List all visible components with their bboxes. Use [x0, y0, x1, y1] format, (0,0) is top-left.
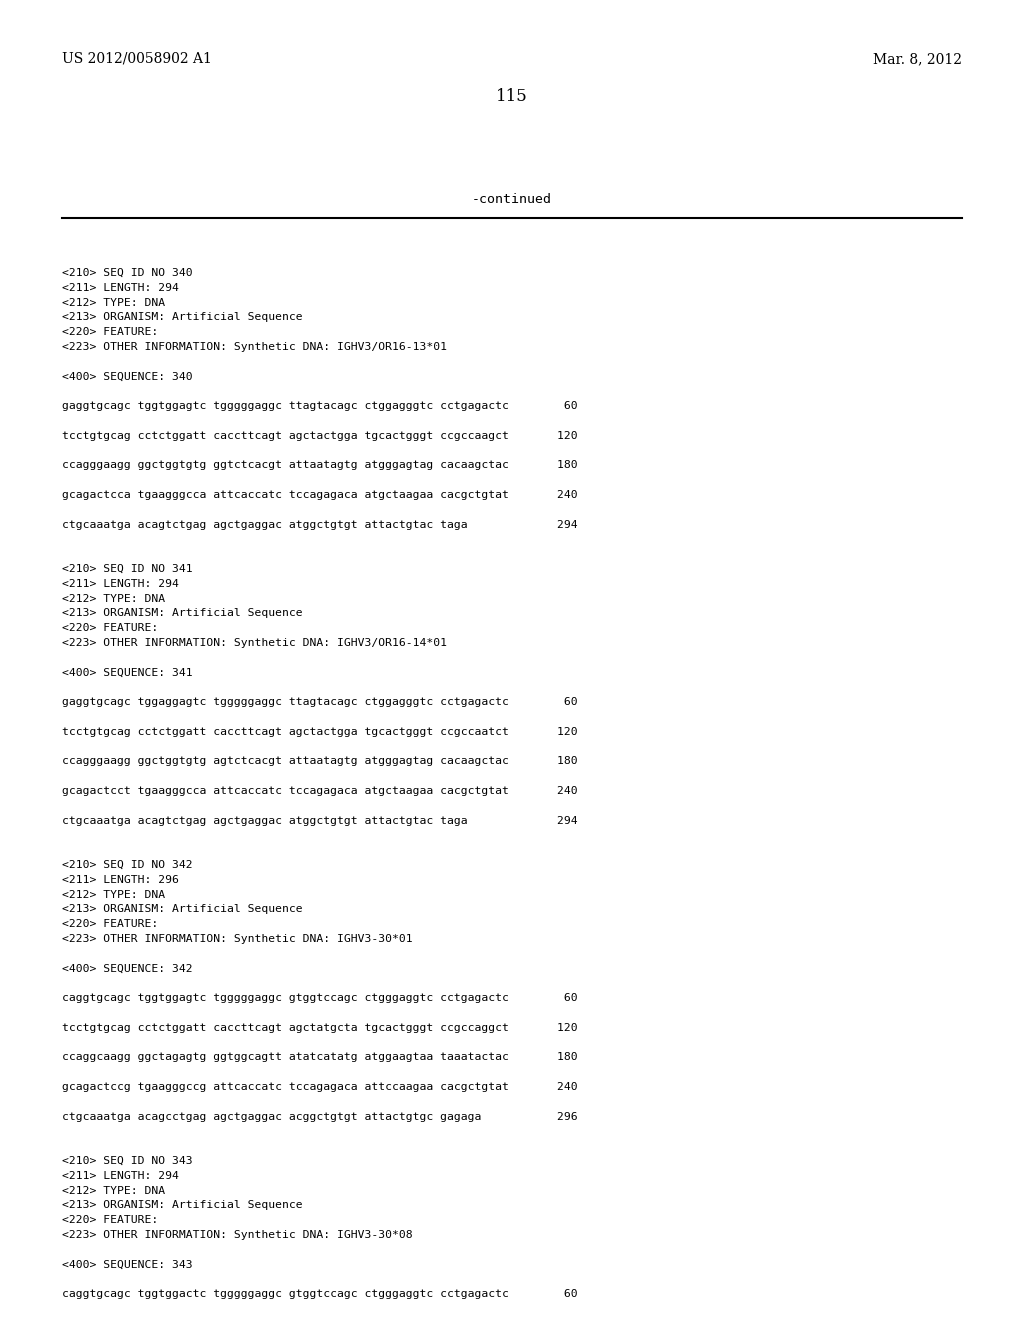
Text: gcagactcct tgaagggcca attcaccatc tccagagaca atgctaagaa cacgctgtat       240: gcagactcct tgaagggcca attcaccatc tccagag…: [62, 785, 578, 796]
Text: <213> ORGANISM: Artificial Sequence: <213> ORGANISM: Artificial Sequence: [62, 1200, 303, 1210]
Text: <223> OTHER INFORMATION: Synthetic DNA: IGHV3-30*08: <223> OTHER INFORMATION: Synthetic DNA: …: [62, 1230, 413, 1239]
Text: <400> SEQUENCE: 341: <400> SEQUENCE: 341: [62, 668, 193, 677]
Text: <400> SEQUENCE: 340: <400> SEQUENCE: 340: [62, 372, 193, 381]
Text: <223> OTHER INFORMATION: Synthetic DNA: IGHV3-30*01: <223> OTHER INFORMATION: Synthetic DNA: …: [62, 935, 413, 944]
Text: tcctgtgcag cctctggatt caccttcagt agctatgcta tgcactgggt ccgccaggct       120: tcctgtgcag cctctggatt caccttcagt agctatg…: [62, 1023, 578, 1032]
Text: US 2012/0058902 A1: US 2012/0058902 A1: [62, 51, 212, 66]
Text: ctgcaaatga acagtctgag agctgaggac atggctgtgt attactgtac taga             294: ctgcaaatga acagtctgag agctgaggac atggctg…: [62, 520, 578, 529]
Text: ctgcaaatga acagcctgag agctgaggac acggctgtgt attactgtgc gagaga           296: ctgcaaatga acagcctgag agctgaggac acggctg…: [62, 1111, 578, 1122]
Text: <223> OTHER INFORMATION: Synthetic DNA: IGHV3/OR16-14*01: <223> OTHER INFORMATION: Synthetic DNA: …: [62, 638, 447, 648]
Text: ctgcaaatga acagtctgag agctgaggac atggctgtgt attactgtac taga             294: ctgcaaatga acagtctgag agctgaggac atggctg…: [62, 816, 578, 825]
Text: <211> LENGTH: 294: <211> LENGTH: 294: [62, 282, 179, 293]
Text: gaggtgcagc tggtggagtc tgggggaggc ttagtacagc ctggagggtc cctgagactc        60: gaggtgcagc tggtggagtc tgggggaggc ttagtac…: [62, 401, 578, 412]
Text: <212> TYPE: DNA: <212> TYPE: DNA: [62, 1185, 165, 1196]
Text: <211> LENGTH: 294: <211> LENGTH: 294: [62, 1171, 179, 1181]
Text: ccagggaagg ggctggtgtg agtctcacgt attaatagtg atgggagtag cacaagctac       180: ccagggaagg ggctggtgtg agtctcacgt attaata…: [62, 756, 578, 767]
Text: <211> LENGTH: 296: <211> LENGTH: 296: [62, 875, 179, 884]
Text: <212> TYPE: DNA: <212> TYPE: DNA: [62, 890, 165, 900]
Text: <212> TYPE: DNA: <212> TYPE: DNA: [62, 594, 165, 603]
Text: <220> FEATURE:: <220> FEATURE:: [62, 327, 159, 337]
Text: caggtgcagc tggtggactc tgggggaggc gtggtccagc ctgggaggtc cctgagactc        60: caggtgcagc tggtggactc tgggggaggc gtggtcc…: [62, 1290, 578, 1299]
Text: <212> TYPE: DNA: <212> TYPE: DNA: [62, 297, 165, 308]
Text: ccaggcaagg ggctagagtg ggtggcagtt atatcatatg atggaagtaa taaatactac       180: ccaggcaagg ggctagagtg ggtggcagtt atatcat…: [62, 1052, 578, 1063]
Text: gcagactcca tgaagggcca attcaccatc tccagagaca atgctaagaa cacgctgtat       240: gcagactcca tgaagggcca attcaccatc tccagag…: [62, 490, 578, 500]
Text: <220> FEATURE:: <220> FEATURE:: [62, 919, 159, 929]
Text: Mar. 8, 2012: Mar. 8, 2012: [873, 51, 962, 66]
Text: ccagggaagg ggctggtgtg ggtctcacgt attaatagtg atgggagtag cacaagctac       180: ccagggaagg ggctggtgtg ggtctcacgt attaata…: [62, 461, 578, 470]
Text: caggtgcagc tggtggagtc tgggggaggc gtggtccagc ctgggaggtc cctgagactc        60: caggtgcagc tggtggagtc tgggggaggc gtggtcc…: [62, 993, 578, 1003]
Text: <211> LENGTH: 294: <211> LENGTH: 294: [62, 578, 179, 589]
Text: -continued: -continued: [472, 193, 552, 206]
Text: <220> FEATURE:: <220> FEATURE:: [62, 1216, 159, 1225]
Text: <213> ORGANISM: Artificial Sequence: <213> ORGANISM: Artificial Sequence: [62, 904, 303, 915]
Text: tcctgtgcag cctctggatt caccttcagt agctactgga tgcactgggt ccgccaatct       120: tcctgtgcag cctctggatt caccttcagt agctact…: [62, 727, 578, 737]
Text: <400> SEQUENCE: 343: <400> SEQUENCE: 343: [62, 1259, 193, 1270]
Text: tcctgtgcag cctctggatt caccttcagt agctactgga tgcactgggt ccgccaagct       120: tcctgtgcag cctctggatt caccttcagt agctact…: [62, 430, 578, 441]
Text: <213> ORGANISM: Artificial Sequence: <213> ORGANISM: Artificial Sequence: [62, 609, 303, 618]
Text: <210> SEQ ID NO 343: <210> SEQ ID NO 343: [62, 1156, 193, 1166]
Text: <220> FEATURE:: <220> FEATURE:: [62, 623, 159, 634]
Text: <210> SEQ ID NO 341: <210> SEQ ID NO 341: [62, 564, 193, 574]
Text: <213> ORGANISM: Artificial Sequence: <213> ORGANISM: Artificial Sequence: [62, 313, 303, 322]
Text: gaggtgcagc tggaggagtc tgggggaggc ttagtacagc ctggagggtc cctgagactc        60: gaggtgcagc tggaggagtc tgggggaggc ttagtac…: [62, 697, 578, 708]
Text: <400> SEQUENCE: 342: <400> SEQUENCE: 342: [62, 964, 193, 974]
Text: <210> SEQ ID NO 340: <210> SEQ ID NO 340: [62, 268, 193, 279]
Text: 115: 115: [496, 88, 528, 106]
Text: <223> OTHER INFORMATION: Synthetic DNA: IGHV3/OR16-13*01: <223> OTHER INFORMATION: Synthetic DNA: …: [62, 342, 447, 352]
Text: gcagactccg tgaagggccg attcaccatc tccagagaca attccaagaa cacgctgtat       240: gcagactccg tgaagggccg attcaccatc tccagag…: [62, 1082, 578, 1092]
Text: <210> SEQ ID NO 342: <210> SEQ ID NO 342: [62, 861, 193, 870]
